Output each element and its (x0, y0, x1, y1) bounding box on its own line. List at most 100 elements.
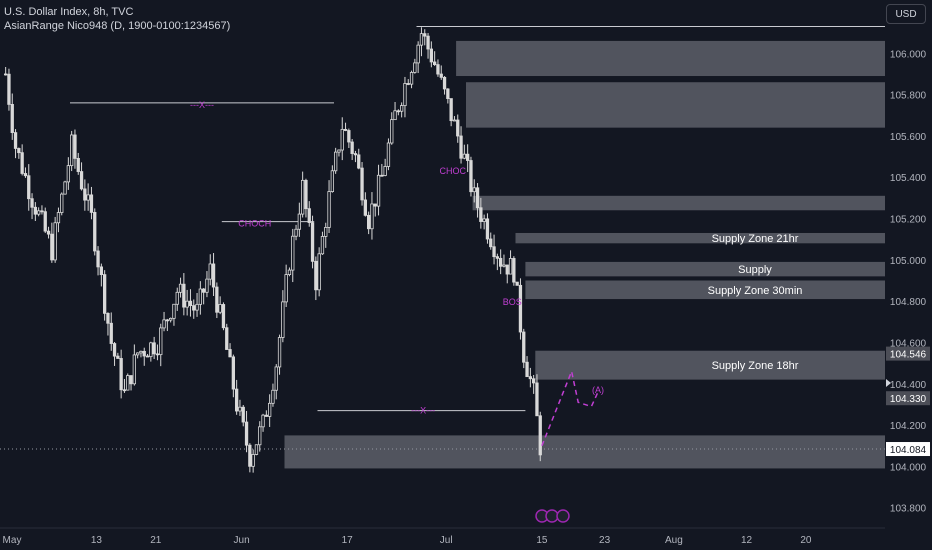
price-axis-bg (886, 0, 932, 530)
candle-body (518, 284, 523, 333)
y-tick-5: 105.000 (890, 256, 927, 267)
y-tick-2: 105.600 (890, 132, 927, 143)
candle-body (215, 286, 219, 313)
candle-body (370, 203, 374, 230)
currency-button[interactable]: USD (886, 4, 926, 24)
candle-body (277, 337, 282, 368)
candle-body (317, 253, 321, 291)
candle-body (465, 153, 470, 161)
candle-body (46, 230, 51, 235)
candle-body (498, 257, 503, 267)
price-label-0: 104.546 (890, 350, 927, 361)
candle-body (432, 61, 437, 66)
candle-body (515, 281, 519, 286)
candle-body (508, 258, 513, 275)
candle-body (4, 73, 8, 76)
candle-body (122, 389, 127, 392)
candle-body (535, 382, 539, 417)
candle-body (93, 211, 97, 252)
candle-body (489, 238, 493, 248)
candle-body (512, 258, 516, 283)
candle-body (502, 264, 506, 267)
candle-body (403, 83, 407, 106)
candle-body (472, 187, 476, 193)
candle-body (7, 73, 11, 105)
candle-body (264, 414, 269, 417)
candle-body (198, 288, 203, 305)
y-tick-8: 104.400 (890, 380, 927, 391)
candle-body (37, 210, 41, 215)
candle-body (145, 355, 150, 358)
candle-body (79, 171, 84, 190)
candle-body (281, 301, 285, 338)
candle-body (221, 304, 226, 329)
candle-body (208, 263, 212, 280)
candle-body (139, 350, 143, 354)
candle-body (304, 179, 308, 210)
structure-lines (0, 25, 885, 450)
candle-body (60, 193, 64, 213)
candle-body (532, 378, 536, 384)
candle-body (73, 134, 77, 159)
candle-body (393, 110, 397, 121)
annotation-0: ---X--- (190, 100, 214, 110)
x-tick-6: 15 (536, 535, 548, 546)
candle-body (416, 44, 420, 64)
candle-body (119, 358, 123, 391)
candle-body (320, 236, 325, 255)
zone-label-6: Supply Zone 18hr (712, 360, 799, 372)
candle-body (178, 283, 183, 293)
candle-body (327, 191, 331, 228)
supply-zone-1 (466, 82, 885, 128)
candle-body (386, 142, 391, 167)
candle-body (300, 179, 305, 215)
candle-body (165, 319, 170, 322)
candle-body (366, 214, 371, 230)
candle-body (522, 331, 526, 363)
candle-body (23, 173, 28, 177)
candle-body (53, 222, 57, 261)
candle-body (228, 349, 232, 358)
candle-body (109, 322, 113, 344)
candle-body (406, 83, 410, 85)
candle-body (291, 235, 295, 271)
x-tick-7: 23 (599, 535, 611, 546)
price-label-bg-0 (886, 346, 930, 361)
candle-body (261, 414, 265, 428)
candle-body (129, 375, 133, 385)
supply-zone-2 (472, 195, 885, 211)
candle-body (70, 134, 74, 167)
candle-body (505, 264, 509, 275)
candle-body (446, 88, 450, 99)
supply-zone-0 (456, 40, 885, 77)
event-badge-icon-1 (545, 509, 559, 523)
candle-body (413, 62, 417, 73)
candle-body (225, 327, 229, 350)
x-tick-3: Jun (234, 535, 250, 546)
candle-body (330, 170, 335, 192)
candle-body (168, 317, 173, 321)
candle-body (479, 207, 483, 222)
candle-body (396, 110, 401, 113)
candle-body (152, 342, 156, 355)
candle-body (459, 135, 463, 159)
candle-body (234, 388, 239, 412)
time-axis: May 13 21 Jun 17 Jul 15 23 Aug 12 20 (0, 509, 885, 546)
candle-body (357, 154, 361, 169)
candle-body (482, 218, 486, 222)
price-label-2: 104.084 (890, 445, 927, 456)
candle-body (495, 256, 500, 259)
candle-body (155, 353, 160, 356)
y-tick-10: 104.000 (890, 462, 927, 473)
x-tick-2: 21 (150, 535, 162, 546)
candle-body (96, 250, 100, 268)
candle-body (258, 426, 262, 446)
x-tick-5: Jul (440, 535, 453, 546)
candle-body (162, 319, 166, 329)
candle-body (201, 288, 206, 293)
candle-body (76, 157, 80, 172)
candle-body (343, 128, 348, 131)
annotations: ---X--- CHOCH CHOC BOS ---X--- (A) (190, 100, 604, 446)
price-label-1: 104.330 (890, 394, 927, 405)
